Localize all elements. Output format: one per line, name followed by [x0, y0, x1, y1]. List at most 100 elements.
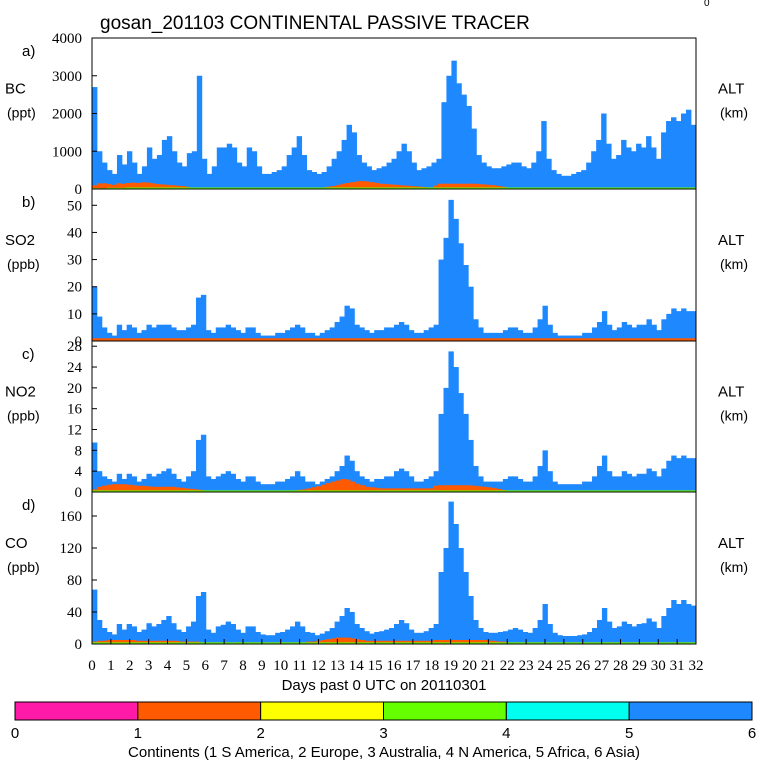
bar — [512, 628, 519, 644]
bar — [319, 633, 326, 644]
bar — [567, 335, 573, 341]
bar — [240, 481, 246, 492]
bar — [481, 187, 487, 189]
bar — [398, 620, 405, 644]
bar — [433, 624, 439, 644]
bar — [530, 490, 536, 492]
bar — [666, 313, 672, 341]
bar — [379, 478, 385, 492]
bar — [204, 642, 210, 644]
bar — [335, 338, 341, 341]
bar — [452, 485, 458, 492]
bar — [423, 478, 430, 492]
bar — [496, 338, 502, 341]
bar — [467, 183, 473, 189]
bar — [208, 187, 215, 189]
bar — [330, 642, 336, 644]
bar — [403, 471, 410, 492]
bar — [194, 338, 200, 341]
bar — [116, 642, 122, 644]
x-tick-label: 28 — [613, 658, 628, 674]
bar — [691, 490, 697, 492]
bar — [195, 596, 202, 644]
bar — [432, 338, 439, 341]
bar — [223, 642, 229, 644]
bar — [126, 182, 132, 189]
bar — [491, 487, 497, 492]
bar — [476, 338, 483, 341]
y-tick-label: 12 — [67, 423, 82, 439]
bar — [319, 332, 326, 341]
bar — [433, 324, 439, 341]
colorbar-tick-label: 2 — [256, 725, 264, 742]
bar — [408, 490, 414, 492]
bar — [189, 187, 195, 189]
bar — [364, 631, 370, 644]
bar — [389, 184, 395, 189]
bar — [506, 187, 512, 189]
bar — [491, 168, 497, 189]
bar — [497, 632, 504, 644]
bar — [403, 490, 410, 492]
bar — [432, 185, 439, 189]
bar — [243, 338, 249, 341]
bar — [587, 632, 593, 644]
bar — [527, 632, 534, 644]
bar — [379, 488, 385, 492]
bar — [160, 642, 166, 644]
bar — [247, 187, 254, 189]
bar — [496, 168, 502, 189]
bar — [676, 187, 682, 189]
bar — [627, 338, 634, 341]
bar — [622, 338, 629, 341]
bar — [547, 624, 553, 644]
bar — [403, 187, 410, 189]
bar — [676, 458, 682, 492]
bar — [171, 473, 177, 492]
bar — [522, 481, 529, 492]
bar — [457, 642, 463, 644]
bar — [141, 478, 147, 492]
bar — [121, 484, 127, 492]
bar — [622, 642, 629, 644]
bar — [535, 187, 541, 189]
bar — [245, 476, 251, 492]
series-asia — [92, 501, 697, 644]
bar — [92, 87, 98, 189]
bar — [559, 642, 565, 644]
bar — [601, 455, 608, 492]
bar — [579, 490, 585, 492]
bar — [350, 182, 356, 189]
bar — [176, 629, 182, 644]
bar — [354, 471, 360, 492]
series-n-america — [92, 490, 697, 492]
bar — [116, 155, 123, 189]
bar — [394, 187, 400, 189]
bar — [364, 490, 371, 492]
bar — [522, 332, 529, 341]
bar — [195, 439, 202, 492]
bar — [681, 308, 687, 341]
bar — [408, 330, 415, 341]
bar — [666, 121, 672, 189]
bar — [374, 187, 380, 189]
x-tick-label: 12 — [311, 658, 326, 674]
bar — [272, 187, 278, 189]
bar — [261, 173, 268, 189]
bar — [355, 639, 361, 644]
bar — [296, 490, 302, 492]
bar — [306, 488, 312, 492]
bar — [189, 642, 195, 644]
bar — [121, 187, 127, 189]
bar — [194, 642, 200, 644]
bar — [335, 642, 341, 644]
panel-letter: a) — [22, 43, 35, 60]
bar — [306, 187, 312, 189]
bar — [398, 488, 405, 492]
bar — [267, 490, 273, 492]
bar — [515, 187, 522, 189]
bar — [250, 327, 256, 341]
bar — [451, 60, 457, 190]
panel-so2: 0 10 20 30 40 50 b) SO2 (ppb) ALT (km) — [5, 188, 748, 350]
unit-label: (ppb) — [7, 408, 40, 424]
